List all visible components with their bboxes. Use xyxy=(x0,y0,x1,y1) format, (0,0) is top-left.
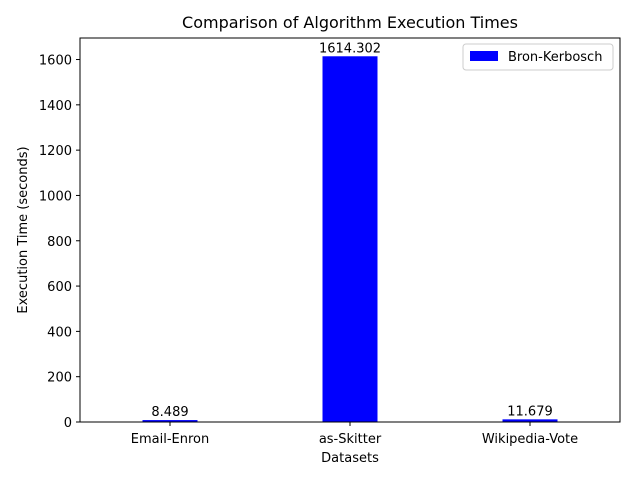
legend-label: Bron-Kerbosch xyxy=(508,50,602,65)
y-tick-label: 1000 xyxy=(39,189,72,204)
y-axis: 0 200 400 600 800 1000 1200 1400 1600 xyxy=(39,54,80,431)
x-axis-label: Datasets xyxy=(321,451,379,466)
y-tick-label: 0 xyxy=(64,416,72,431)
y-tick-label: 600 xyxy=(47,280,72,295)
x-axis: Email-Enron as-Skitter Wikipedia-Vote xyxy=(131,422,578,447)
bars-group xyxy=(142,56,558,423)
bar-Wikipedia-Vote xyxy=(502,419,558,422)
x-tick-label: Wikipedia-Vote xyxy=(482,432,578,447)
bar-as-Skitter xyxy=(322,56,378,423)
legend: Bron-Kerbosch xyxy=(462,43,614,71)
bar-Email-Enron xyxy=(142,420,198,422)
y-tick-label: 400 xyxy=(47,325,72,340)
y-tick-label: 1200 xyxy=(39,144,72,159)
y-tick-label: 200 xyxy=(47,371,72,386)
bar-value-label: 1614.302 xyxy=(319,41,381,56)
x-tick-label: Email-Enron xyxy=(131,432,209,447)
y-tick-label: 800 xyxy=(47,235,72,250)
y-axis-label: Execution Time (seconds) xyxy=(16,146,31,313)
data-labels-group: 8.489 1614.302 11.679 xyxy=(151,41,552,420)
y-tick-label: 1400 xyxy=(39,99,72,114)
legend-frame xyxy=(462,43,614,71)
y-tick-label: 1600 xyxy=(39,54,72,69)
chart-title: Comparison of Algorithm Execution Times xyxy=(182,13,518,32)
bar-value-label: 8.489 xyxy=(151,405,188,420)
bar-value-label: 11.679 xyxy=(507,404,553,419)
x-tick-label: as-Skitter xyxy=(319,432,382,447)
legend-swatch xyxy=(470,51,498,61)
